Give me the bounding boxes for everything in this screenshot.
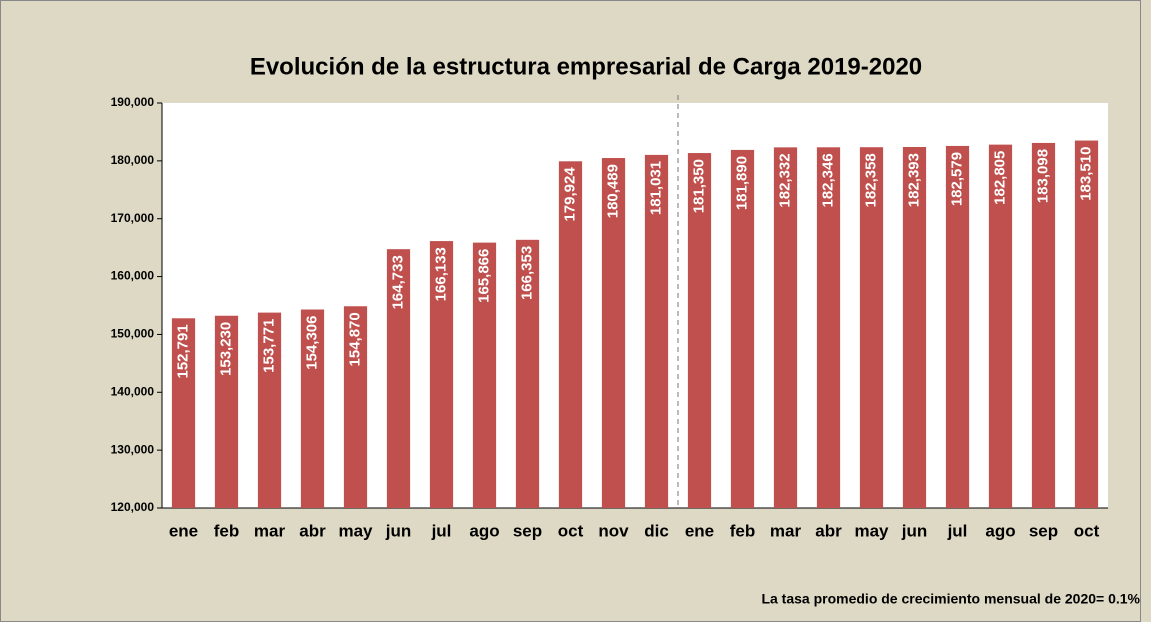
x-tick-label: jul bbox=[947, 521, 968, 540]
bar bbox=[214, 315, 239, 508]
x-tick-label: oct bbox=[558, 521, 584, 540]
x-tick-label: sep bbox=[513, 521, 542, 540]
value-label: 182,358 bbox=[862, 153, 879, 207]
value-label: 182,805 bbox=[991, 151, 1008, 205]
x-tick-label: jul bbox=[431, 521, 452, 540]
value-label: 183,510 bbox=[1077, 147, 1094, 201]
y-tick-label: 190,000 bbox=[111, 95, 155, 109]
bar bbox=[859, 147, 884, 509]
value-label: 152,791 bbox=[174, 324, 191, 378]
x-tick-label: jun bbox=[385, 521, 412, 540]
annotation: La tasa promedio de crecimiento mensual … bbox=[761, 591, 1140, 607]
bar bbox=[687, 153, 712, 508]
y-tick-label: 170,000 bbox=[111, 211, 155, 225]
y-tick-label: 120,000 bbox=[111, 500, 155, 514]
bar bbox=[386, 249, 411, 509]
bar bbox=[988, 144, 1013, 508]
value-label: 182,393 bbox=[905, 153, 922, 207]
value-label: 182,346 bbox=[819, 153, 836, 207]
value-label: 180,489 bbox=[604, 164, 621, 218]
bar bbox=[730, 149, 755, 508]
y-tick-label: 140,000 bbox=[111, 384, 155, 398]
x-tick-label: ene bbox=[685, 521, 714, 540]
x-tick-label: jun bbox=[901, 521, 928, 540]
x-tick-label: sep bbox=[1029, 521, 1058, 540]
value-label: 153,771 bbox=[260, 319, 277, 373]
bar bbox=[773, 147, 798, 508]
value-label: 164,733 bbox=[389, 255, 406, 309]
x-tick-label: dic bbox=[644, 521, 669, 540]
bar bbox=[429, 241, 454, 508]
value-label: 179,924 bbox=[561, 167, 578, 222]
x-tick-label: abr bbox=[299, 521, 326, 540]
x-tick-label: may bbox=[854, 521, 889, 540]
value-label: 181,890 bbox=[733, 156, 750, 210]
value-label: 165,866 bbox=[475, 249, 492, 303]
bar bbox=[171, 318, 196, 508]
value-label: 182,579 bbox=[948, 152, 965, 206]
bar bbox=[343, 306, 368, 508]
bar bbox=[902, 147, 927, 508]
value-label: 166,353 bbox=[518, 246, 535, 300]
y-tick-label: 130,000 bbox=[111, 442, 155, 456]
value-label: 181,031 bbox=[647, 161, 664, 215]
y-tick-label: 150,000 bbox=[111, 327, 155, 341]
x-tick-label: abr bbox=[815, 521, 842, 540]
bar bbox=[472, 242, 497, 508]
value-label: 154,870 bbox=[346, 312, 363, 366]
bar bbox=[300, 309, 325, 508]
x-tick-label: mar bbox=[770, 521, 802, 540]
chart-title: Evolución de la estructura empresarial d… bbox=[250, 53, 922, 80]
value-label: 166,133 bbox=[432, 247, 449, 301]
value-label: 183,098 bbox=[1034, 149, 1051, 203]
value-label: 181,350 bbox=[690, 159, 707, 213]
y-tick-label: 160,000 bbox=[111, 269, 155, 283]
bar bbox=[816, 147, 841, 508]
x-tick-label: feb bbox=[214, 521, 240, 540]
bar bbox=[257, 312, 282, 508]
value-label: 153,230 bbox=[217, 322, 234, 376]
x-tick-label: ago bbox=[985, 521, 1015, 540]
y-tick-label: 180,000 bbox=[111, 153, 155, 167]
bar bbox=[1074, 140, 1099, 508]
x-tick-label: nov bbox=[598, 521, 629, 540]
bar bbox=[601, 158, 626, 508]
bar bbox=[945, 145, 970, 508]
x-tick-label: mar bbox=[254, 521, 286, 540]
bar bbox=[1031, 142, 1056, 509]
value-label: 154,306 bbox=[303, 316, 320, 370]
bar bbox=[515, 239, 540, 508]
x-tick-label: may bbox=[338, 521, 373, 540]
x-tick-label: feb bbox=[730, 521, 756, 540]
bar bbox=[644, 154, 669, 508]
bar bbox=[558, 161, 583, 508]
value-label: 182,332 bbox=[776, 153, 793, 207]
x-tick-label: ago bbox=[469, 521, 499, 540]
x-tick-label: ene bbox=[169, 521, 198, 540]
x-tick-label: oct bbox=[1074, 521, 1100, 540]
